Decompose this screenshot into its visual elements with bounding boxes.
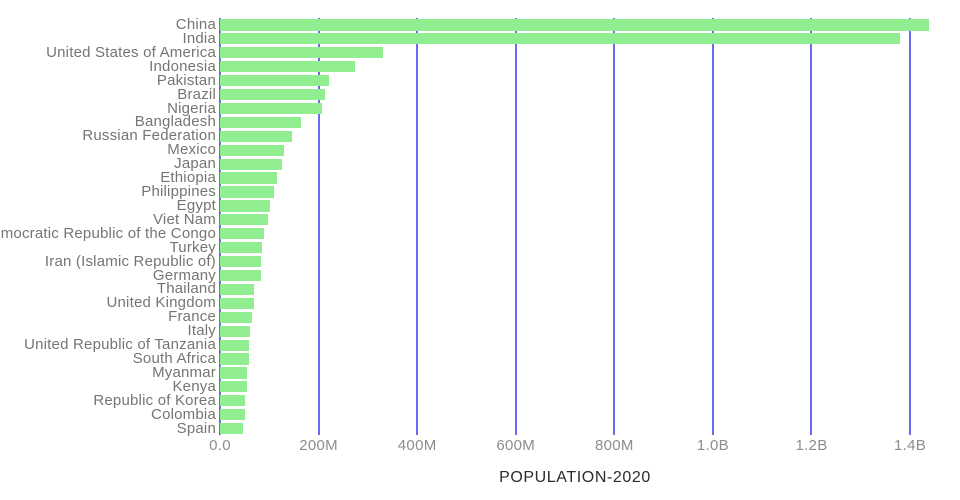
category-label: China: [175, 16, 216, 33]
x-tick-label: 1.0B: [696, 437, 729, 454]
gridline: [810, 18, 813, 435]
category-label: United Kingdom: [106, 294, 216, 312]
category-label: Spain: [176, 419, 216, 437]
x-tick-label: 600M: [496, 437, 536, 454]
bar: [220, 75, 329, 87]
bar: [220, 311, 253, 323]
bar: [220, 116, 302, 128]
category-label: Germany: [152, 266, 216, 284]
bar: [220, 144, 284, 156]
gridline: [219, 18, 221, 435]
category-label: Philippines: [141, 183, 216, 200]
category-label: France: [168, 308, 216, 326]
category-label: Ethiopia: [160, 169, 216, 187]
category-label: Thailand: [156, 280, 216, 298]
gridline: [416, 18, 419, 435]
bar: [220, 242, 262, 254]
category-label: United Republic of Tanzania: [24, 336, 216, 354]
gridline: [514, 18, 517, 435]
bar: [220, 423, 244, 435]
gridline: [317, 18, 320, 435]
category-label: Republic of Korea: [93, 391, 216, 409]
bar: [220, 19, 930, 31]
x-tick-label: 0.0: [209, 437, 231, 454]
category-label: Pakistan: [156, 71, 216, 89]
category-label: South Africa: [132, 350, 216, 367]
category-label: Egypt: [176, 196, 216, 214]
gridline: [711, 18, 714, 435]
bar: [220, 172, 277, 184]
category-label: Nigeria: [167, 99, 216, 117]
x-axis-title: POPULATION-2020: [499, 469, 651, 486]
bar: [220, 283, 255, 296]
bar: [220, 395, 246, 407]
bar: [220, 297, 254, 309]
bar: [220, 367, 247, 379]
x-tick-label: 200M: [299, 437, 338, 454]
bar: [220, 88, 325, 101]
bar: [220, 409, 246, 421]
bar: [220, 33, 901, 45]
bar: [220, 325, 250, 337]
category-label: Bangladesh: [134, 113, 216, 131]
bar: [220, 61, 355, 73]
gridline: [613, 18, 616, 435]
category-label: Democratic Republic of the Congo: [0, 224, 216, 242]
category-label: Turkey: [169, 238, 216, 256]
category-label: United States of America: [46, 43, 216, 61]
bar: [220, 200, 271, 212]
bar: [220, 339, 250, 351]
category-label: Iran (Islamic Republic of): [44, 252, 216, 270]
x-tick-label: 800M: [594, 437, 634, 454]
bar: [220, 255, 262, 268]
x-tick-label: 400M: [397, 437, 437, 454]
bar: [220, 47, 384, 59]
category-label: Indonesia: [149, 57, 216, 75]
x-tick-label: 1.4B: [894, 437, 927, 454]
category-label: Colombia: [151, 405, 216, 423]
bar: [220, 158, 283, 170]
bar: [220, 228, 265, 240]
category-label: Mexico: [167, 141, 216, 159]
category-label: Russian Federation: [82, 127, 216, 145]
x-tick-label: 1.2B: [795, 437, 828, 454]
bar: [220, 269, 262, 282]
category-label: Brazil: [177, 85, 216, 103]
bar: [220, 381, 247, 393]
category-label: Kenya: [172, 377, 216, 395]
category-label: India: [182, 29, 216, 47]
bar: [220, 353, 250, 365]
gridline: [909, 18, 912, 435]
category-label: Italy: [187, 322, 216, 340]
category-label: Japan: [174, 155, 216, 173]
bar: [220, 102, 322, 115]
bar: [220, 186, 274, 198]
category-label: Viet Nam: [152, 210, 216, 228]
category-label: Myanmar: [152, 363, 216, 381]
bar: [220, 130, 292, 142]
bar: [220, 214, 268, 226]
